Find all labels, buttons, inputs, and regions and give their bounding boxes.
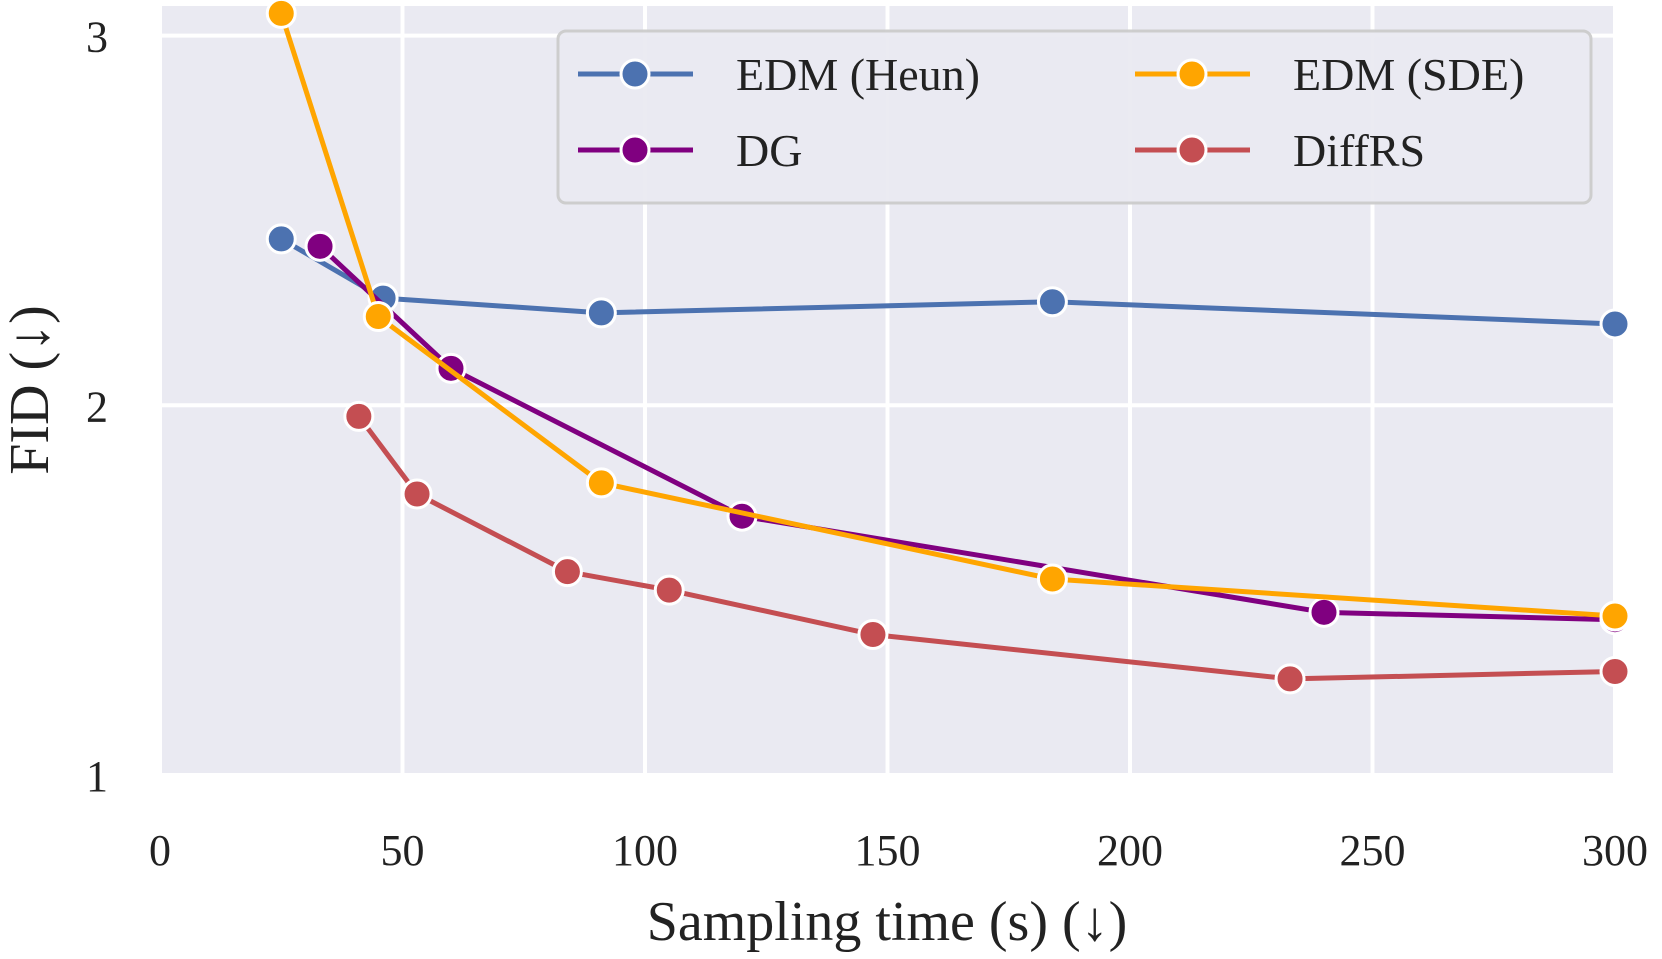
data-point [1274,663,1306,695]
legend: EDM (Heun) EDM (SDE) DG DiffRS [556,29,1593,205]
x-tick-label: 200 [1097,826,1163,875]
x-tick-label: 0 [149,826,171,875]
x-tick-label: 50 [381,826,425,875]
x-tick-label: 100 [612,826,678,875]
legend-entry: EDM (SDE) [1135,49,1524,100]
y-axis-label: FID (↓) [0,305,61,475]
data-point [1599,308,1631,340]
data-point [653,574,685,606]
y-tick-label: 1 [86,752,108,801]
legend-entry: DiffRS [1135,125,1425,176]
data-point [1599,600,1631,632]
data-point [1036,563,1068,595]
legend-label: EDM (Heun) [736,49,980,100]
data-point [1036,286,1068,318]
x-tick-label: 250 [1340,826,1406,875]
series-edm-sde [265,0,1631,632]
x-tick-label: 150 [855,826,921,875]
data-point [265,223,297,255]
data-point [585,467,617,499]
x-axis-label: Sampling time (s) (↓) [647,891,1128,953]
legend-entry: DG [578,125,802,176]
series-layer [265,0,1631,695]
legend-marker [619,134,651,166]
data-point [362,301,394,333]
data-point [343,400,375,432]
data-point [1308,596,1340,628]
legend-label: DG [736,125,802,176]
legend-box [556,29,1593,205]
y-tick-label: 2 [86,382,108,431]
legend-marker [1176,58,1208,90]
y-tick-label: 3 [86,13,108,62]
series-dg [304,230,1631,636]
data-point [401,478,433,510]
data-point [304,230,336,262]
data-point [585,297,617,329]
legend-marker [1176,134,1208,166]
data-point [265,0,297,29]
legend-label: EDM (SDE) [1293,49,1524,100]
legend-marker [619,58,651,90]
tick-labels: 0 50 100 150 200 250 300 1 2 3 [86,13,1648,875]
data-point [1599,655,1631,687]
legend-entry: EDM (Heun) [578,49,980,100]
data-point [551,556,583,588]
x-tick-label: 300 [1582,826,1648,875]
series-diffrs [343,400,1631,695]
legend-label: DiffRS [1293,125,1425,176]
data-point [857,619,889,651]
